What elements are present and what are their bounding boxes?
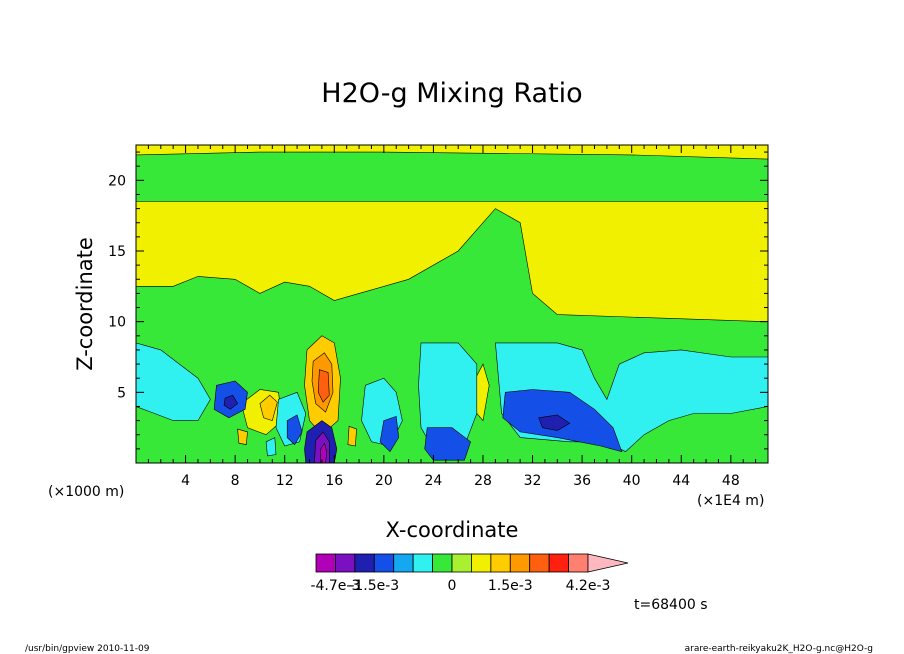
colorbar-swatch-6: [432, 553, 453, 573]
colorbar-swatch-5: [412, 553, 433, 573]
footer-right: arare-earth-reikyaku2K_H2O-g.nc@H2O-g: [685, 644, 873, 654]
y-unit-label: (×1000 m): [48, 484, 124, 500]
contour-region-14: [424, 427, 471, 461]
chart-title: H2O-g Mixing Ratio: [321, 78, 582, 109]
colorbar-tick-label-1: -1.5e-3: [349, 578, 399, 594]
y-tick-label-3: 20: [108, 173, 126, 189]
contour-region-22: [320, 442, 328, 463]
contour-region-8: [136, 342, 211, 421]
x-tick-label-7: 32: [524, 473, 542, 489]
x-axis: 4 8 12 16 20 24 28 32 36 40 44 48: [147, 145, 757, 489]
colorbar-swatch-13: [568, 553, 589, 573]
x-tick-label-6: 28: [474, 473, 492, 489]
x-unit-label: (×1E4 m): [697, 493, 764, 509]
plot-area: [136, 145, 768, 463]
colorbar-arrow: [587, 553, 629, 573]
footer-left: /usr/bin/gpview 2010-11-09: [25, 644, 150, 654]
x-tick-label-10: 44: [672, 473, 690, 489]
colorbar-swatch-2: [354, 553, 375, 573]
x-tick-label-0: 4: [181, 473, 190, 489]
colorbar: [315, 553, 629, 573]
contour-region-19: [223, 394, 238, 410]
colorbar-swatch-12: [548, 553, 569, 573]
time-label: t=68400 s: [634, 597, 708, 613]
x-tick-label-5: 24: [424, 473, 442, 489]
colorbar-swatch-8: [471, 553, 492, 573]
contour-region-18: [538, 414, 571, 431]
contour-region-23: [237, 428, 248, 445]
colorbar-ticks: -4.7e-3-1.5e-3 0 1.5e-3 4.2e-3: [310, 578, 610, 594]
contour-region-5: [259, 394, 278, 421]
colorbar-swatch-7: [451, 553, 472, 573]
colorbar-swatch-9: [490, 553, 511, 573]
x-tick-label-8: 36: [573, 473, 591, 489]
x-axis-label: X-coordinate: [386, 518, 519, 542]
x-tick-label-11: 48: [722, 473, 740, 489]
contour-region-7: [317, 369, 330, 403]
colorbar-tick-label-2: 0: [448, 578, 457, 594]
contour-region-17: [286, 414, 303, 446]
x-tick-label-4: 20: [375, 473, 393, 489]
colorbar-swatch-4: [393, 553, 414, 573]
colorbar-tick-label-3: 1.5e-3: [488, 578, 533, 594]
contour-region-25: [265, 437, 277, 457]
contour-region-24: [347, 425, 357, 447]
x-tick-label-2: 12: [276, 473, 294, 489]
colorbar-swatch-1: [335, 553, 356, 573]
y-tick-label-1: 10: [108, 315, 126, 331]
plot-frame: [135, 144, 769, 464]
colorbar-swatch-11: [529, 553, 550, 573]
x-tick-label-9: 40: [623, 473, 641, 489]
x-tick-label-3: 16: [325, 473, 343, 489]
contour-regions: [136, 145, 768, 463]
colorbar-tick-label-4: 4.2e-3: [566, 578, 611, 594]
contour-region-0: [136, 201, 768, 323]
y-axis-label: Z-coordinate: [73, 237, 97, 371]
contour-region-16: [379, 415, 400, 453]
colorbar-swatch-10: [509, 553, 531, 573]
colorbar-swatch-0: [315, 553, 336, 573]
y-axis: 5 10 15 20: [108, 151, 768, 450]
y-tick-label-0: 5: [117, 385, 126, 401]
contour-region-1: [136, 145, 768, 160]
colorbar-swatch-3: [373, 553, 395, 573]
x-tick-label-1: 8: [231, 473, 240, 489]
y-tick-label-2: 15: [108, 244, 126, 260]
colorbar-tick-label-0: -4.7e-3: [310, 578, 360, 594]
